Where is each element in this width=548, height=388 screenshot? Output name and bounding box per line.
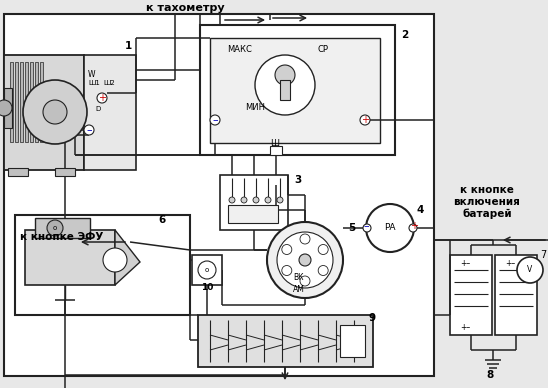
Circle shape xyxy=(267,222,343,298)
Bar xyxy=(15,62,18,142)
Bar xyxy=(20,62,23,142)
Circle shape xyxy=(300,234,310,244)
Circle shape xyxy=(318,265,328,275)
Bar xyxy=(35,218,90,238)
Circle shape xyxy=(277,232,333,288)
Text: Ш1: Ш1 xyxy=(88,80,100,86)
Text: к кнопке
включения
батарей: к кнопке включения батарей xyxy=(454,185,521,219)
Circle shape xyxy=(318,244,328,255)
Text: +: + xyxy=(361,115,369,125)
Polygon shape xyxy=(115,230,140,285)
Circle shape xyxy=(97,93,107,103)
Text: o: o xyxy=(53,225,57,231)
Text: 1: 1 xyxy=(124,41,132,51)
Text: 4: 4 xyxy=(416,205,424,215)
Circle shape xyxy=(198,261,216,279)
Text: к кнопке ЭФУ: к кнопке ЭФУ xyxy=(20,232,104,242)
Circle shape xyxy=(282,265,292,275)
Text: D: D xyxy=(95,106,100,112)
Circle shape xyxy=(23,80,87,144)
Bar xyxy=(340,325,365,357)
Circle shape xyxy=(275,65,295,85)
Bar xyxy=(220,175,288,230)
Circle shape xyxy=(300,276,310,286)
Bar xyxy=(4,14,434,376)
Bar xyxy=(200,25,395,155)
Circle shape xyxy=(241,197,247,203)
Bar xyxy=(4,55,84,170)
Bar xyxy=(4,88,12,128)
Circle shape xyxy=(299,254,311,266)
Bar xyxy=(495,255,537,335)
Text: МАКС: МАКС xyxy=(227,45,252,54)
Bar xyxy=(228,205,278,223)
Text: W: W xyxy=(88,70,95,79)
Bar xyxy=(192,255,222,285)
Circle shape xyxy=(103,248,127,272)
Bar xyxy=(35,62,38,142)
Text: АМ: АМ xyxy=(293,286,305,294)
Bar xyxy=(8,168,28,176)
Circle shape xyxy=(366,204,414,252)
Circle shape xyxy=(0,100,12,116)
Circle shape xyxy=(47,220,63,236)
Text: 6: 6 xyxy=(158,215,165,225)
Text: МИН: МИН xyxy=(245,104,265,113)
Text: ВК: ВК xyxy=(293,274,304,282)
Circle shape xyxy=(229,197,235,203)
Bar xyxy=(30,62,33,142)
Text: 9: 9 xyxy=(368,313,375,323)
Bar xyxy=(10,62,13,142)
Text: к тахометру: к тахометру xyxy=(146,3,224,13)
Bar xyxy=(84,55,136,170)
Text: +: + xyxy=(98,93,106,103)
Bar xyxy=(280,80,290,100)
Text: 5: 5 xyxy=(349,223,356,233)
Bar xyxy=(15,215,190,315)
Bar xyxy=(25,62,28,142)
Circle shape xyxy=(210,115,220,125)
Text: +–: +– xyxy=(460,258,470,267)
Text: o: o xyxy=(205,267,209,273)
Text: –: – xyxy=(212,115,218,125)
Bar xyxy=(210,38,380,143)
Circle shape xyxy=(409,224,417,232)
Text: Ш2: Ш2 xyxy=(103,80,115,86)
Bar xyxy=(270,146,282,155)
Circle shape xyxy=(265,197,271,203)
Text: 10: 10 xyxy=(201,284,213,293)
Text: –: – xyxy=(363,221,369,231)
Text: 7: 7 xyxy=(540,250,546,260)
Circle shape xyxy=(255,55,315,115)
Circle shape xyxy=(43,100,67,124)
Text: V: V xyxy=(527,265,533,274)
Bar xyxy=(40,62,43,142)
Circle shape xyxy=(253,197,259,203)
Text: 3: 3 xyxy=(294,175,301,185)
Text: +–: +– xyxy=(460,324,470,333)
Bar xyxy=(450,255,492,335)
Text: РА: РА xyxy=(384,223,396,232)
Bar xyxy=(25,230,115,285)
Text: +–: +– xyxy=(505,258,515,267)
Text: –: – xyxy=(86,125,92,135)
Circle shape xyxy=(517,257,543,283)
Circle shape xyxy=(282,244,292,255)
Text: Ш: Ш xyxy=(271,139,279,147)
Circle shape xyxy=(363,224,371,232)
Text: 8: 8 xyxy=(487,370,494,380)
Bar xyxy=(55,168,75,176)
Text: СР: СР xyxy=(317,45,328,54)
Circle shape xyxy=(277,197,283,203)
Bar xyxy=(198,315,373,367)
Text: 2: 2 xyxy=(401,30,409,40)
Circle shape xyxy=(360,115,370,125)
Text: +: + xyxy=(410,221,418,231)
Circle shape xyxy=(84,125,94,135)
